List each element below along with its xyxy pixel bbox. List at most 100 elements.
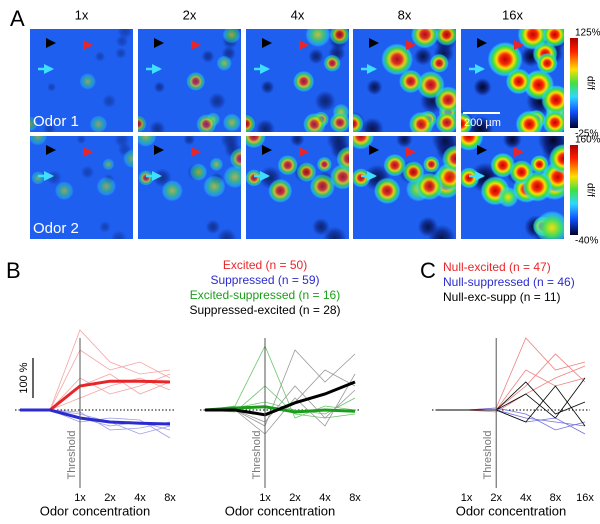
cell: [329, 29, 349, 45]
cell: [461, 167, 480, 189]
cell: [79, 73, 96, 90]
cell: [102, 158, 115, 171]
legend-entry: Null-exc-supp (n = 11): [443, 290, 561, 304]
dark-cell: [467, 115, 494, 132]
cell: [30, 116, 38, 132]
cell: [186, 72, 206, 91]
mean-line: [205, 380, 356, 417]
cell: [423, 156, 440, 173]
dark-cell: [114, 136, 130, 148]
dark-cell: [94, 51, 106, 62]
trace: [204, 345, 356, 419]
mean-line: [20, 408, 171, 426]
cell: [89, 115, 108, 132]
cell: [316, 156, 332, 172]
image: [246, 29, 349, 132]
x-tick-label: 16x: [576, 492, 594, 504]
cell: [536, 52, 558, 74]
x-tick-label: 2x: [490, 492, 502, 504]
x-tick-label: 4x: [134, 492, 146, 504]
dark-cell: [417, 216, 439, 238]
cell: [277, 155, 298, 176]
x-tick-label: 2x: [104, 492, 116, 504]
legend-entry: Suppressed-excited (n = 28): [189, 303, 340, 317]
dark-cell: [149, 120, 166, 132]
cell: [246, 114, 256, 132]
legend-entry: Null-suppressed (n = 46): [443, 275, 575, 289]
cell: [542, 110, 564, 132]
dark-cell: [413, 47, 432, 66]
cell: [30, 136, 48, 146]
cell: [353, 168, 371, 188]
legend-entry: Excited (n = 50): [223, 258, 307, 272]
cell: [353, 113, 364, 132]
cell: [505, 68, 532, 95]
legend-entry: Null-excited (n = 47): [443, 260, 551, 274]
row-label: Odor 1: [33, 113, 79, 130]
dark-cell: [216, 228, 237, 239]
panel-label: C: [420, 258, 436, 283]
cell: [222, 29, 241, 44]
dark-cell: [396, 136, 413, 148]
image: [353, 136, 456, 239]
x-axis-label: Odor concentration: [40, 503, 151, 518]
x-tick-label: 4x: [319, 492, 331, 504]
dark-cell: [76, 136, 87, 145]
cell: [223, 165, 241, 189]
x-tick-label: 8x: [550, 492, 562, 504]
dark-cell: [183, 136, 196, 146]
trace: [437, 381, 586, 415]
cell: [138, 136, 157, 147]
image-content: [246, 136, 349, 239]
dark-cell: [153, 81, 166, 93]
colorbar-min: -40%: [575, 236, 598, 247]
x-tick-label: 4x: [520, 492, 532, 504]
image: [461, 29, 564, 132]
image-content: [246, 29, 349, 132]
image: [30, 29, 133, 132]
cell: [408, 111, 434, 132]
image: [138, 29, 241, 132]
dark-cell: [312, 218, 330, 236]
cell: [399, 69, 423, 94]
cell: [229, 147, 241, 170]
dark-cell: [314, 90, 336, 112]
x-tick-label: 8x: [164, 492, 176, 504]
trace: [20, 329, 171, 411]
dark-cell: [99, 221, 111, 233]
cell: [216, 55, 232, 71]
scale-bar-label: 200 µm: [464, 117, 501, 129]
cell: [442, 145, 456, 173]
image-content: [353, 29, 456, 132]
colorbar-min: -25%: [575, 129, 598, 140]
column-label: 4x: [291, 7, 305, 22]
x-tick-label: 2x: [289, 492, 301, 504]
dark-cell: [220, 136, 240, 150]
trace: [437, 369, 586, 411]
dark-cell: [260, 80, 275, 94]
threshold-label: Threshold: [251, 431, 263, 480]
colorbar: [570, 145, 578, 235]
cell: [323, 54, 341, 72]
trace: [437, 337, 586, 411]
dark-cell: [42, 122, 56, 132]
cell: [303, 112, 326, 132]
cell: [429, 53, 449, 73]
scale-bar-label: 100 %: [18, 362, 30, 393]
cell: [435, 111, 456, 132]
cell: [309, 173, 335, 199]
cell: [461, 112, 473, 132]
cell: [383, 153, 407, 177]
x-axis-label: Odor concentration: [225, 503, 336, 518]
cell: [487, 41, 523, 77]
image-panels: [30, 29, 564, 239]
threshold-label: Threshold: [66, 431, 78, 480]
dark-cell: [290, 136, 305, 147]
image: [138, 136, 241, 239]
dark-cell: [115, 47, 127, 59]
dark-cell: [473, 78, 492, 97]
dark-cell: [208, 92, 226, 110]
mean-line: [20, 379, 171, 412]
image-content: [461, 29, 564, 132]
